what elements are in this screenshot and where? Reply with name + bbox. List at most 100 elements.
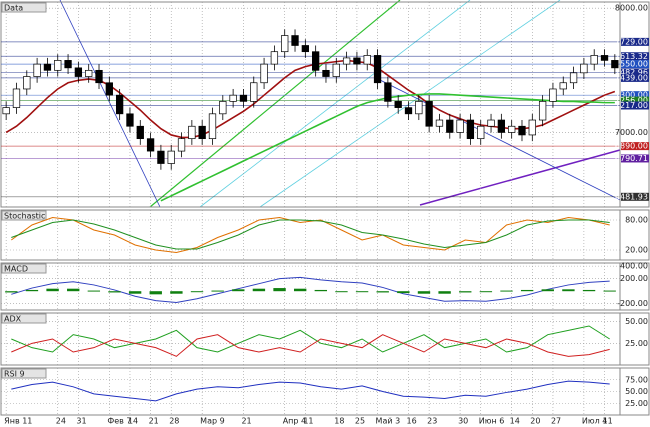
candle-body [415, 101, 423, 115]
candle-body [167, 150, 175, 164]
histogram-bar [417, 291, 431, 294]
x-tick-label: 18 [334, 417, 344, 426]
histogram-bar [232, 289, 245, 292]
histogram-bar [541, 289, 554, 292]
level-label: 6481.93 [615, 192, 648, 201]
histogram-bar [397, 291, 410, 294]
level-box [621, 52, 649, 61]
x-tick-label: 11 [603, 417, 613, 426]
panel-title: RSI 9 [4, 370, 25, 379]
histogram-bar [293, 288, 307, 292]
candle-body [590, 55, 598, 65]
level-box [621, 142, 649, 151]
x-tick-label: Июл 4 [582, 417, 607, 426]
candle-body [115, 94, 124, 115]
level-label: 7482.96 [615, 68, 648, 77]
histogram-bar [211, 290, 224, 292]
histogram-bar [108, 291, 121, 293]
candle-body [270, 51, 279, 65]
candle-body [2, 107, 10, 115]
y-tick-label: 8000.00 [615, 4, 648, 13]
level-label: 7439.00 [615, 73, 648, 82]
x-tick-label: Янв 11 [4, 417, 32, 426]
candle-body [146, 138, 155, 152]
level-box [621, 101, 649, 110]
x-tick-label: 11 [303, 417, 313, 426]
panel-title-box [1, 210, 47, 221]
x-tick-label: Май 3 [376, 417, 401, 426]
y-tick-label: 25.00 [625, 339, 648, 348]
candle-body [559, 82, 567, 90]
candle-body [177, 138, 186, 152]
candle-body [528, 119, 536, 136]
histogram-bar [46, 288, 59, 292]
candle-body [198, 125, 206, 140]
candle-body [250, 82, 258, 102]
panel-title-box [1, 313, 47, 324]
level-label: 7256.00 [615, 96, 648, 105]
level-label: 7613.32 [615, 52, 648, 61]
histogram-bar [520, 289, 534, 292]
candle-body [508, 125, 516, 133]
candle-body [43, 63, 52, 71]
y-tick-label: 25.00 [625, 399, 648, 408]
candle-body [105, 82, 113, 96]
histogram-bar [438, 291, 451, 294]
panel-title: ADX [4, 315, 22, 324]
x-tick-label: 23 [427, 417, 437, 426]
x-tick-label: 24 [56, 417, 66, 426]
candle-body [384, 82, 392, 102]
candle-body [33, 63, 41, 77]
candle-body [538, 101, 547, 121]
candle-body [518, 125, 526, 136]
level-label: 7300.00 [615, 91, 648, 100]
candle-body [569, 72, 578, 84]
histogram-bar [252, 288, 266, 292]
candle-body [85, 69, 93, 77]
histogram-bar [479, 291, 493, 293]
level-box [621, 96, 649, 105]
candle-body [394, 101, 402, 108]
x-tick-label: 14 [128, 417, 138, 426]
axis-area [619, 262, 650, 311]
candle-body [126, 113, 134, 127]
y-tick-label: 75.00 [625, 375, 648, 384]
x-tick-label: 16 [407, 417, 417, 426]
candle-body [188, 125, 196, 140]
candle-body [312, 51, 320, 71]
candle-body [353, 57, 361, 65]
level-box [621, 91, 649, 100]
axis-area [619, 312, 650, 366]
level-box [621, 68, 649, 77]
candle-body [446, 119, 454, 133]
histogram-bar [603, 290, 616, 292]
candle-body [64, 60, 72, 69]
candle-body [301, 45, 309, 53]
x-tick-label: Фев 7 [107, 417, 131, 426]
candle-body [332, 63, 340, 77]
candle-body [580, 63, 588, 74]
candle-body [281, 35, 289, 53]
histogram-bar [149, 291, 162, 295]
candle-body [600, 55, 609, 61]
histogram-bar [314, 289, 328, 292]
histogram-bar [87, 290, 101, 292]
x-tick-label: 30 [458, 417, 468, 426]
candle-body [611, 60, 619, 69]
candle-body [157, 150, 165, 164]
indicator-line [11, 325, 610, 353]
candle-body [136, 125, 144, 140]
histogram-bar [562, 289, 575, 292]
candle-body [549, 88, 557, 102]
histogram-bar [67, 288, 80, 292]
panel-title: MACD [4, 265, 28, 274]
candle-body [425, 101, 433, 127]
x-tick-label: 20 [530, 417, 540, 426]
x-tick-label: Июн 6 [479, 417, 505, 426]
level-box [621, 192, 649, 201]
candle-body [373, 55, 382, 84]
candle-body [291, 35, 299, 46]
level-label: 7550.00 [615, 60, 648, 69]
level-label: 7729.00 [615, 37, 648, 46]
axis-area [619, 209, 650, 261]
